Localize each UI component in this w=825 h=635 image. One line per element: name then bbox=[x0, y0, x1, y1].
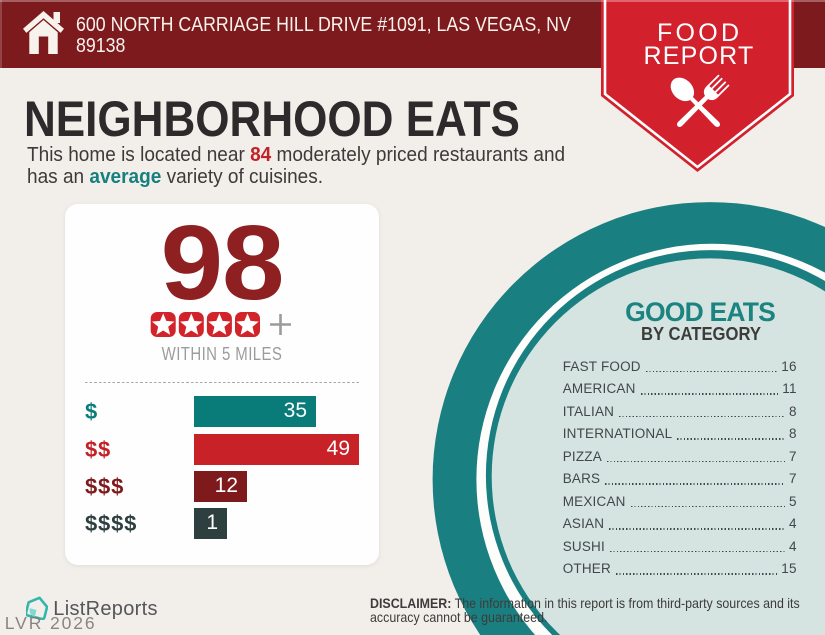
svg-text:FOOD: FOOD bbox=[657, 19, 742, 47]
svg-text:REPORT: REPORT bbox=[644, 42, 755, 70]
